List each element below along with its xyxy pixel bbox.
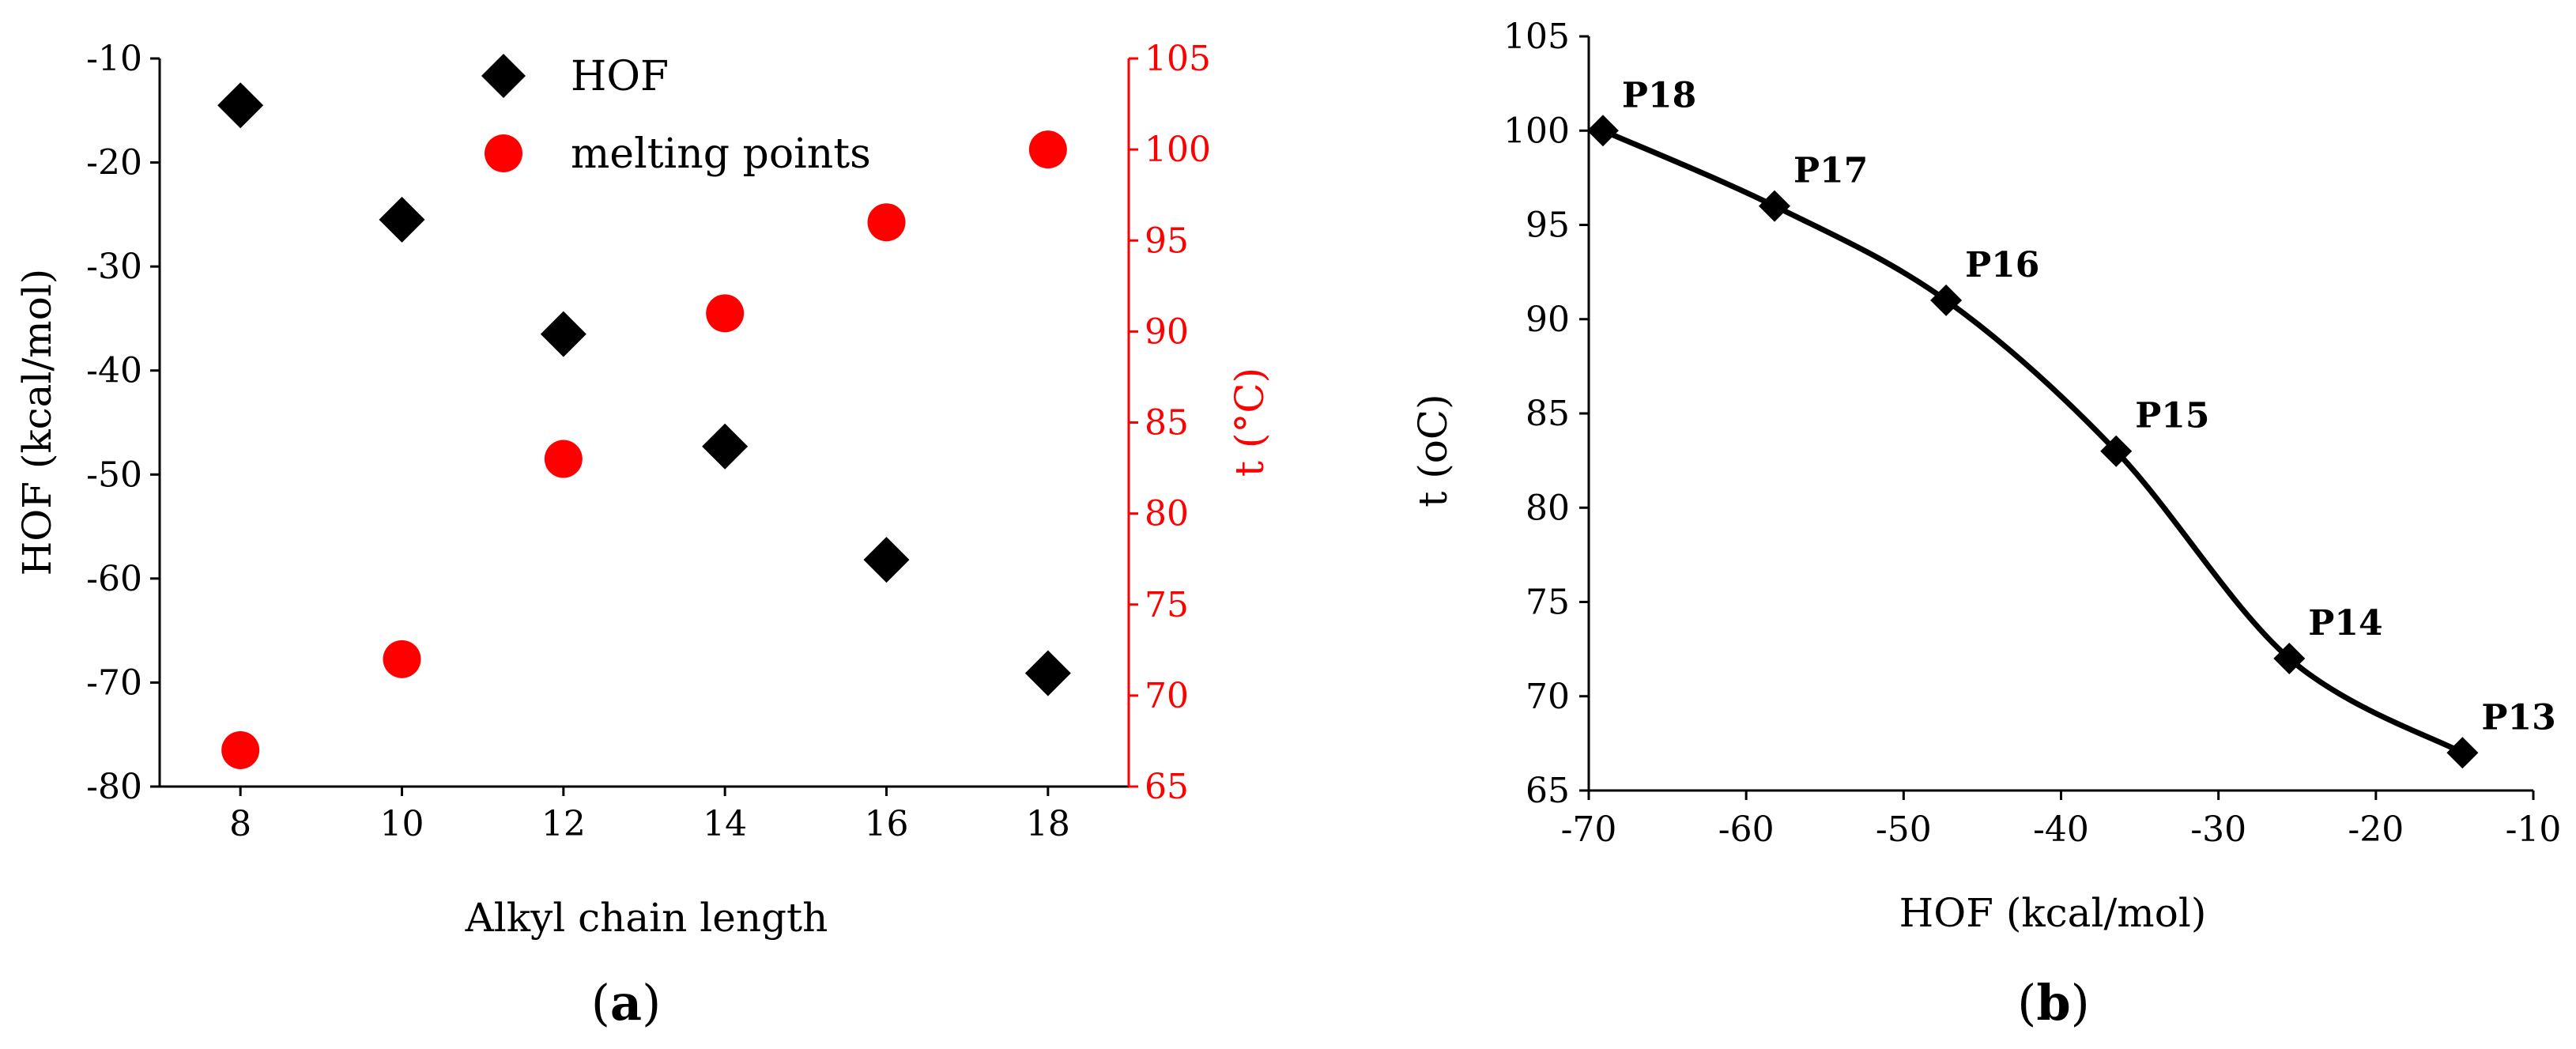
caption-open: (: [591, 974, 610, 1032]
x-tick-label: -40: [2033, 809, 2089, 850]
y-tick-label: -20: [86, 143, 142, 183]
x-tick-label: 18: [1026, 804, 1070, 844]
y-axis-title: t (oC): [1410, 394, 1456, 507]
y-tick-label: -50: [86, 455, 142, 495]
y-tick-label: -10: [86, 39, 142, 79]
y2-tick-label: 70: [1145, 676, 1189, 716]
y-tick-label: 95: [1526, 206, 1570, 246]
hof-point: [217, 82, 264, 129]
x-tick-label: -30: [2190, 809, 2246, 850]
hof-point: [379, 196, 425, 243]
y-tick-label: -30: [86, 247, 142, 287]
data-point: [2446, 737, 2479, 769]
x-tick-label: 12: [541, 804, 586, 844]
panel-a-chart: -10 -20 -30 -40 -50 -60 -70 -80 105 100 95 90 85 80 75…: [14, 39, 1273, 1032]
point-label: P18: [1622, 75, 1696, 115]
panel-b-chart: 105 100 95 90 85 80 75 70 65-70 -60 -50 -40 -30 -20 -1…: [1410, 17, 2561, 1032]
x-tick-label: 8: [229, 804, 251, 844]
x-axis-title: HOF (kcal/mol): [1899, 890, 2207, 936]
x-tick-label: -60: [1718, 809, 1775, 850]
hof-point: [1024, 650, 1071, 696]
x-tick-label: 16: [865, 804, 909, 844]
melting-point-point: [706, 294, 745, 333]
melting-point-point: [867, 203, 906, 242]
y-tick-label: -80: [86, 767, 142, 807]
y-tick-label: 80: [1526, 488, 1570, 528]
panel-caption: (a): [591, 974, 662, 1032]
melting-point-point: [383, 640, 421, 678]
y2-axis-title: t (°C): [1227, 368, 1273, 477]
point-label: P16: [1965, 245, 2039, 285]
hof-point: [540, 311, 586, 357]
data-point: [2100, 435, 2133, 467]
y-tick-label: 65: [1526, 771, 1570, 811]
caption-close: ): [2071, 974, 2090, 1032]
series-line: [1601, 128, 2465, 756]
caption-letter: b: [2036, 974, 2070, 1032]
legend-hof-marker: [481, 54, 526, 98]
hof-point: [702, 423, 749, 470]
point-label: P13: [2481, 697, 2555, 738]
x-tick-label: -10: [2506, 809, 2562, 850]
y-tick-label: -60: [86, 559, 142, 599]
legend-melting-label: melting points: [571, 130, 871, 178]
y2-tick-label: 65: [1145, 767, 1189, 807]
y2-tick-label: 85: [1145, 403, 1189, 443]
data-point: [2273, 643, 2306, 675]
melting-point-point: [221, 730, 260, 769]
y-tick-label: 90: [1526, 300, 1570, 340]
data-point: [1930, 284, 1963, 316]
y-tick-label: 70: [1526, 677, 1570, 717]
y2-tick-label: 95: [1145, 221, 1189, 261]
caption-close: ): [642, 974, 661, 1032]
y2-tick-label: 105: [1145, 39, 1211, 79]
melting-point-point: [1028, 130, 1067, 169]
y-tick-label: 75: [1526, 583, 1570, 623]
caption-open: (: [2017, 974, 2036, 1032]
point-label: P14: [2308, 603, 2382, 643]
x-tick-label: -50: [1876, 809, 1932, 850]
y-tick-label: 105: [1503, 17, 1570, 57]
y-tick-label: 85: [1526, 394, 1570, 434]
melting-point-point: [544, 440, 583, 478]
y-tick-label: 100: [1503, 111, 1570, 151]
y-axis-title: HOF (kcal/mol): [14, 269, 60, 576]
x-tick-label: 14: [703, 804, 747, 844]
y2-tick-label: 75: [1145, 585, 1189, 625]
point-label: P17: [1793, 151, 1868, 191]
y2-tick-label: 80: [1145, 494, 1189, 534]
point-label: P15: [2135, 396, 2209, 436]
y2-tick-label: 90: [1145, 311, 1189, 352]
x-tick-label: -20: [2348, 809, 2404, 850]
y-tick-label: -40: [86, 351, 142, 391]
hof-point: [863, 537, 910, 583]
data-point: [1759, 190, 1791, 222]
panel-caption: (b): [2017, 974, 2090, 1032]
data-point: [1586, 115, 1619, 147]
legend-melting-marker: [485, 134, 522, 172]
y-tick-label: -70: [86, 662, 142, 703]
x-axis-title: Alkyl chain length: [465, 895, 828, 941]
x-tick-label: -70: [1561, 809, 1617, 850]
x-tick-label: 10: [380, 804, 424, 844]
caption-letter: a: [610, 974, 642, 1032]
y2-tick-label: 100: [1145, 130, 1211, 170]
legend-hof-label: HOF: [571, 53, 669, 100]
